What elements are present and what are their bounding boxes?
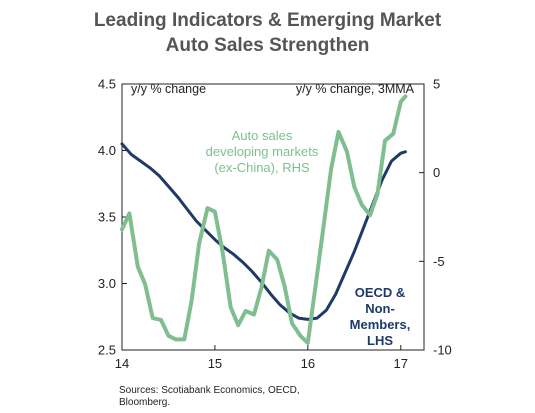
x-tick-label: 17 xyxy=(394,356,408,371)
left-tick-label: 3.0 xyxy=(98,276,116,291)
left-tick-label: 4.0 xyxy=(98,143,116,158)
auto-sales-series-label: Auto sales xyxy=(232,128,293,143)
series-line-oecd xyxy=(120,142,407,321)
oecd-series-label: Members, xyxy=(350,317,411,332)
left-axis-unit: y/y % change xyxy=(131,82,206,96)
ticks-layer: 14 15 16 17 4.5 4.0 3.5 3.0 2.5 5 0 -5 -10 xyxy=(98,77,452,372)
chart-title-line2: Auto Sales Strengthen xyxy=(165,35,370,56)
oecd-series-label: LHS xyxy=(367,333,393,348)
right-tick-label: 0 xyxy=(433,165,440,180)
left-tick-label: 4.5 xyxy=(98,77,116,92)
x-tick-label: 16 xyxy=(301,356,315,371)
chart-title-line1: Leading Indicators & Emerging Market xyxy=(93,10,442,31)
x-tick-label: 15 xyxy=(208,356,222,371)
oecd-series-label: Non- xyxy=(365,301,395,316)
oecd-series-label: OECD & xyxy=(355,285,406,300)
right-tick-label: -5 xyxy=(433,254,445,269)
labels-layer: OECD &Non-Members,LHS Auto salesdevelopin… xyxy=(206,128,411,348)
x-tick-label: 14 xyxy=(115,356,129,371)
left-tick-label: 3.5 xyxy=(98,210,116,225)
auto-sales-series-label: (ex-China), RHS xyxy=(214,160,310,175)
source-line2: Bloomberg. xyxy=(119,397,171,408)
source-note: Sources: Scotiabank Economics, OECD, Blo… xyxy=(119,385,379,409)
lines-layer xyxy=(120,94,408,345)
right-tick-label: 5 xyxy=(433,77,440,92)
auto-sales-series-label: developing markets xyxy=(206,144,319,159)
series-line-auto-sales xyxy=(120,94,408,345)
source-line1: Sources: Scotiabank Economics, OECD, xyxy=(119,385,300,396)
right-tick-label: -10 xyxy=(433,343,452,358)
right-axis-unit: y/y % change, 3MMA xyxy=(296,82,415,96)
left-tick-label: 2.5 xyxy=(98,343,116,358)
